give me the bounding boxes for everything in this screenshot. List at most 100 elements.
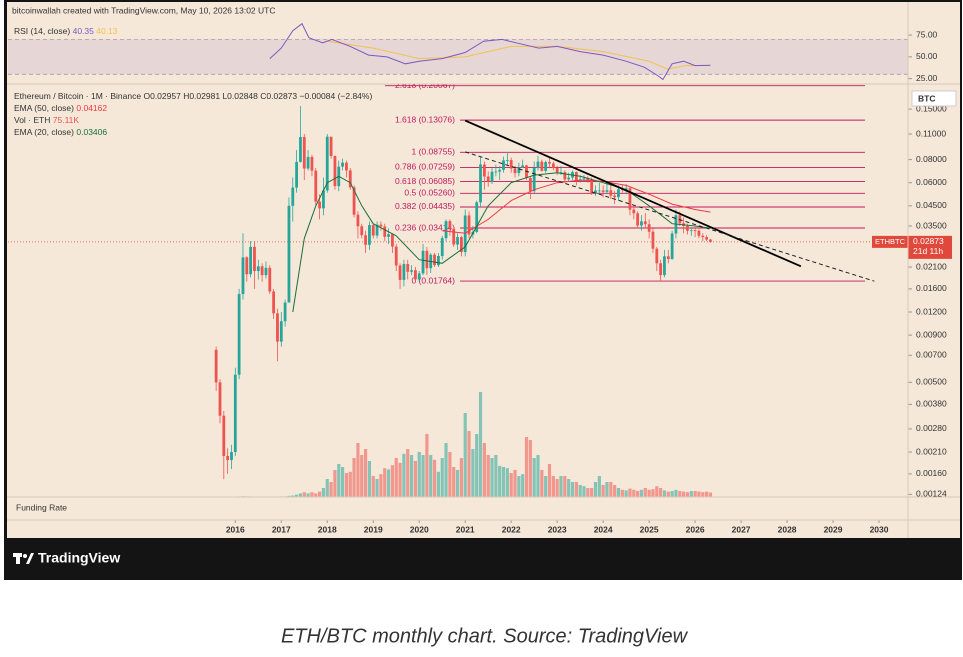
y-tick-label: 0.00380 bbox=[916, 399, 947, 409]
volume-bar bbox=[432, 459, 437, 497]
x-tick-label: 2017 bbox=[272, 524, 291, 534]
volume-bar bbox=[597, 476, 601, 497]
volume-bar bbox=[590, 488, 594, 497]
volume-bar bbox=[375, 479, 379, 497]
volume-bar bbox=[620, 489, 624, 497]
volume-bar bbox=[674, 489, 678, 497]
volume-bar bbox=[705, 491, 709, 497]
symbol-title: Ethereum / Bitcoin · 1M · Binance bbox=[14, 91, 141, 101]
candle-body bbox=[513, 168, 517, 174]
x-tick-label: 2023 bbox=[548, 524, 567, 534]
candle-body bbox=[647, 224, 651, 232]
volume-bar bbox=[310, 492, 314, 497]
fib-label: 0.5 (0.05260) bbox=[404, 188, 455, 198]
candle-body bbox=[659, 263, 663, 276]
volume-bar bbox=[329, 482, 333, 497]
volume-bar bbox=[559, 476, 563, 497]
candle-body bbox=[601, 190, 605, 192]
rsi-tick-label: 25.00 bbox=[916, 73, 938, 83]
candle-body bbox=[368, 225, 371, 245]
volume-bar bbox=[363, 449, 368, 497]
ema-line bbox=[292, 172, 711, 313]
ema50-value: 0.04162 bbox=[76, 103, 107, 113]
volume-bar bbox=[448, 452, 452, 497]
candle-body bbox=[521, 165, 525, 168]
main-pane: 2.618 (0.20067) 1.618 (0.13076) 1 (0.08755… bbox=[8, 84, 908, 497]
volume-bar bbox=[475, 434, 479, 497]
fib-label: 0 (0.01764) bbox=[412, 275, 456, 285]
candle-body bbox=[536, 161, 540, 169]
volume-bar bbox=[563, 476, 567, 497]
volume-bar bbox=[670, 491, 674, 497]
volume-bar bbox=[708, 492, 713, 497]
volume-bar bbox=[582, 486, 586, 497]
volume-bar bbox=[471, 449, 475, 497]
volume-bar bbox=[536, 455, 540, 497]
volume-bar bbox=[647, 489, 651, 497]
candle-body bbox=[670, 233, 674, 260]
price-tag-text: 0.02873 bbox=[913, 236, 944, 246]
candle-body bbox=[605, 190, 609, 192]
candle-body bbox=[456, 237, 459, 245]
candle-body bbox=[356, 214, 360, 227]
rsi-value: 40.35 bbox=[73, 26, 95, 36]
candle-body bbox=[302, 136, 306, 169]
volume-bar bbox=[643, 488, 647, 497]
candle-body bbox=[452, 228, 456, 245]
candle-body bbox=[253, 246, 256, 271]
main-legend: Ethereum / Bitcoin · 1M · Binance O0.029… bbox=[14, 91, 372, 101]
volume-bar bbox=[463, 413, 467, 497]
candle-body bbox=[283, 302, 287, 322]
candle-body bbox=[360, 226, 364, 236]
volume-bar bbox=[498, 465, 502, 497]
volume-bar bbox=[383, 468, 387, 497]
volume-bar bbox=[540, 470, 544, 497]
rsi-ma-value: 40.13 bbox=[96, 26, 118, 36]
x-tick-label: 2024 bbox=[594, 524, 613, 534]
currency-box[interactable] bbox=[911, 90, 957, 107]
volume-bar bbox=[682, 491, 686, 497]
volume-bar bbox=[325, 479, 329, 497]
candle-body bbox=[379, 224, 383, 227]
volume-bar bbox=[651, 489, 655, 497]
volume-bar bbox=[513, 470, 517, 497]
candle-body bbox=[479, 164, 482, 203]
volume-bar bbox=[613, 485, 617, 497]
volume-bar bbox=[482, 443, 486, 497]
candle-body bbox=[613, 195, 617, 198]
candle-body bbox=[689, 230, 693, 232]
candle-body bbox=[609, 190, 613, 196]
x-tick-label: 2019 bbox=[364, 524, 383, 534]
volume-bar bbox=[367, 461, 372, 497]
volume-bar bbox=[666, 491, 670, 497]
candle-body bbox=[651, 231, 655, 249]
y-tick-label: 0.00500 bbox=[916, 377, 947, 387]
candle-body bbox=[532, 168, 536, 192]
legend-close: C0.02873 bbox=[260, 91, 297, 101]
volume-bar bbox=[436, 471, 441, 497]
candle-body bbox=[417, 273, 421, 280]
volume-bar bbox=[398, 462, 402, 497]
candle-body bbox=[555, 167, 559, 173]
footer-bar bbox=[4, 540, 962, 580]
y-tick-label: 0.00900 bbox=[916, 329, 947, 339]
x-tick-label: 2018 bbox=[318, 524, 337, 534]
volume-bar bbox=[494, 455, 498, 497]
volume-bar bbox=[528, 440, 532, 497]
volume-bar bbox=[348, 471, 352, 497]
volume-legend: Vol · ETH 75.11K bbox=[14, 115, 79, 125]
volume-bar bbox=[413, 461, 418, 497]
volume-bar bbox=[371, 476, 375, 497]
volume-bar bbox=[555, 479, 559, 497]
ema20-legend: EMA (20, close) 0.03406 bbox=[14, 127, 107, 137]
volume-bar bbox=[291, 495, 295, 497]
volume-bar bbox=[605, 482, 609, 497]
ema50-name: EMA (50, close) bbox=[14, 103, 74, 113]
volume-bar bbox=[662, 490, 667, 497]
candle-body bbox=[299, 136, 302, 162]
candle-body bbox=[655, 248, 659, 264]
candle-body bbox=[314, 170, 318, 202]
symbol-tag bbox=[872, 235, 908, 248]
volume-bar bbox=[570, 482, 575, 497]
